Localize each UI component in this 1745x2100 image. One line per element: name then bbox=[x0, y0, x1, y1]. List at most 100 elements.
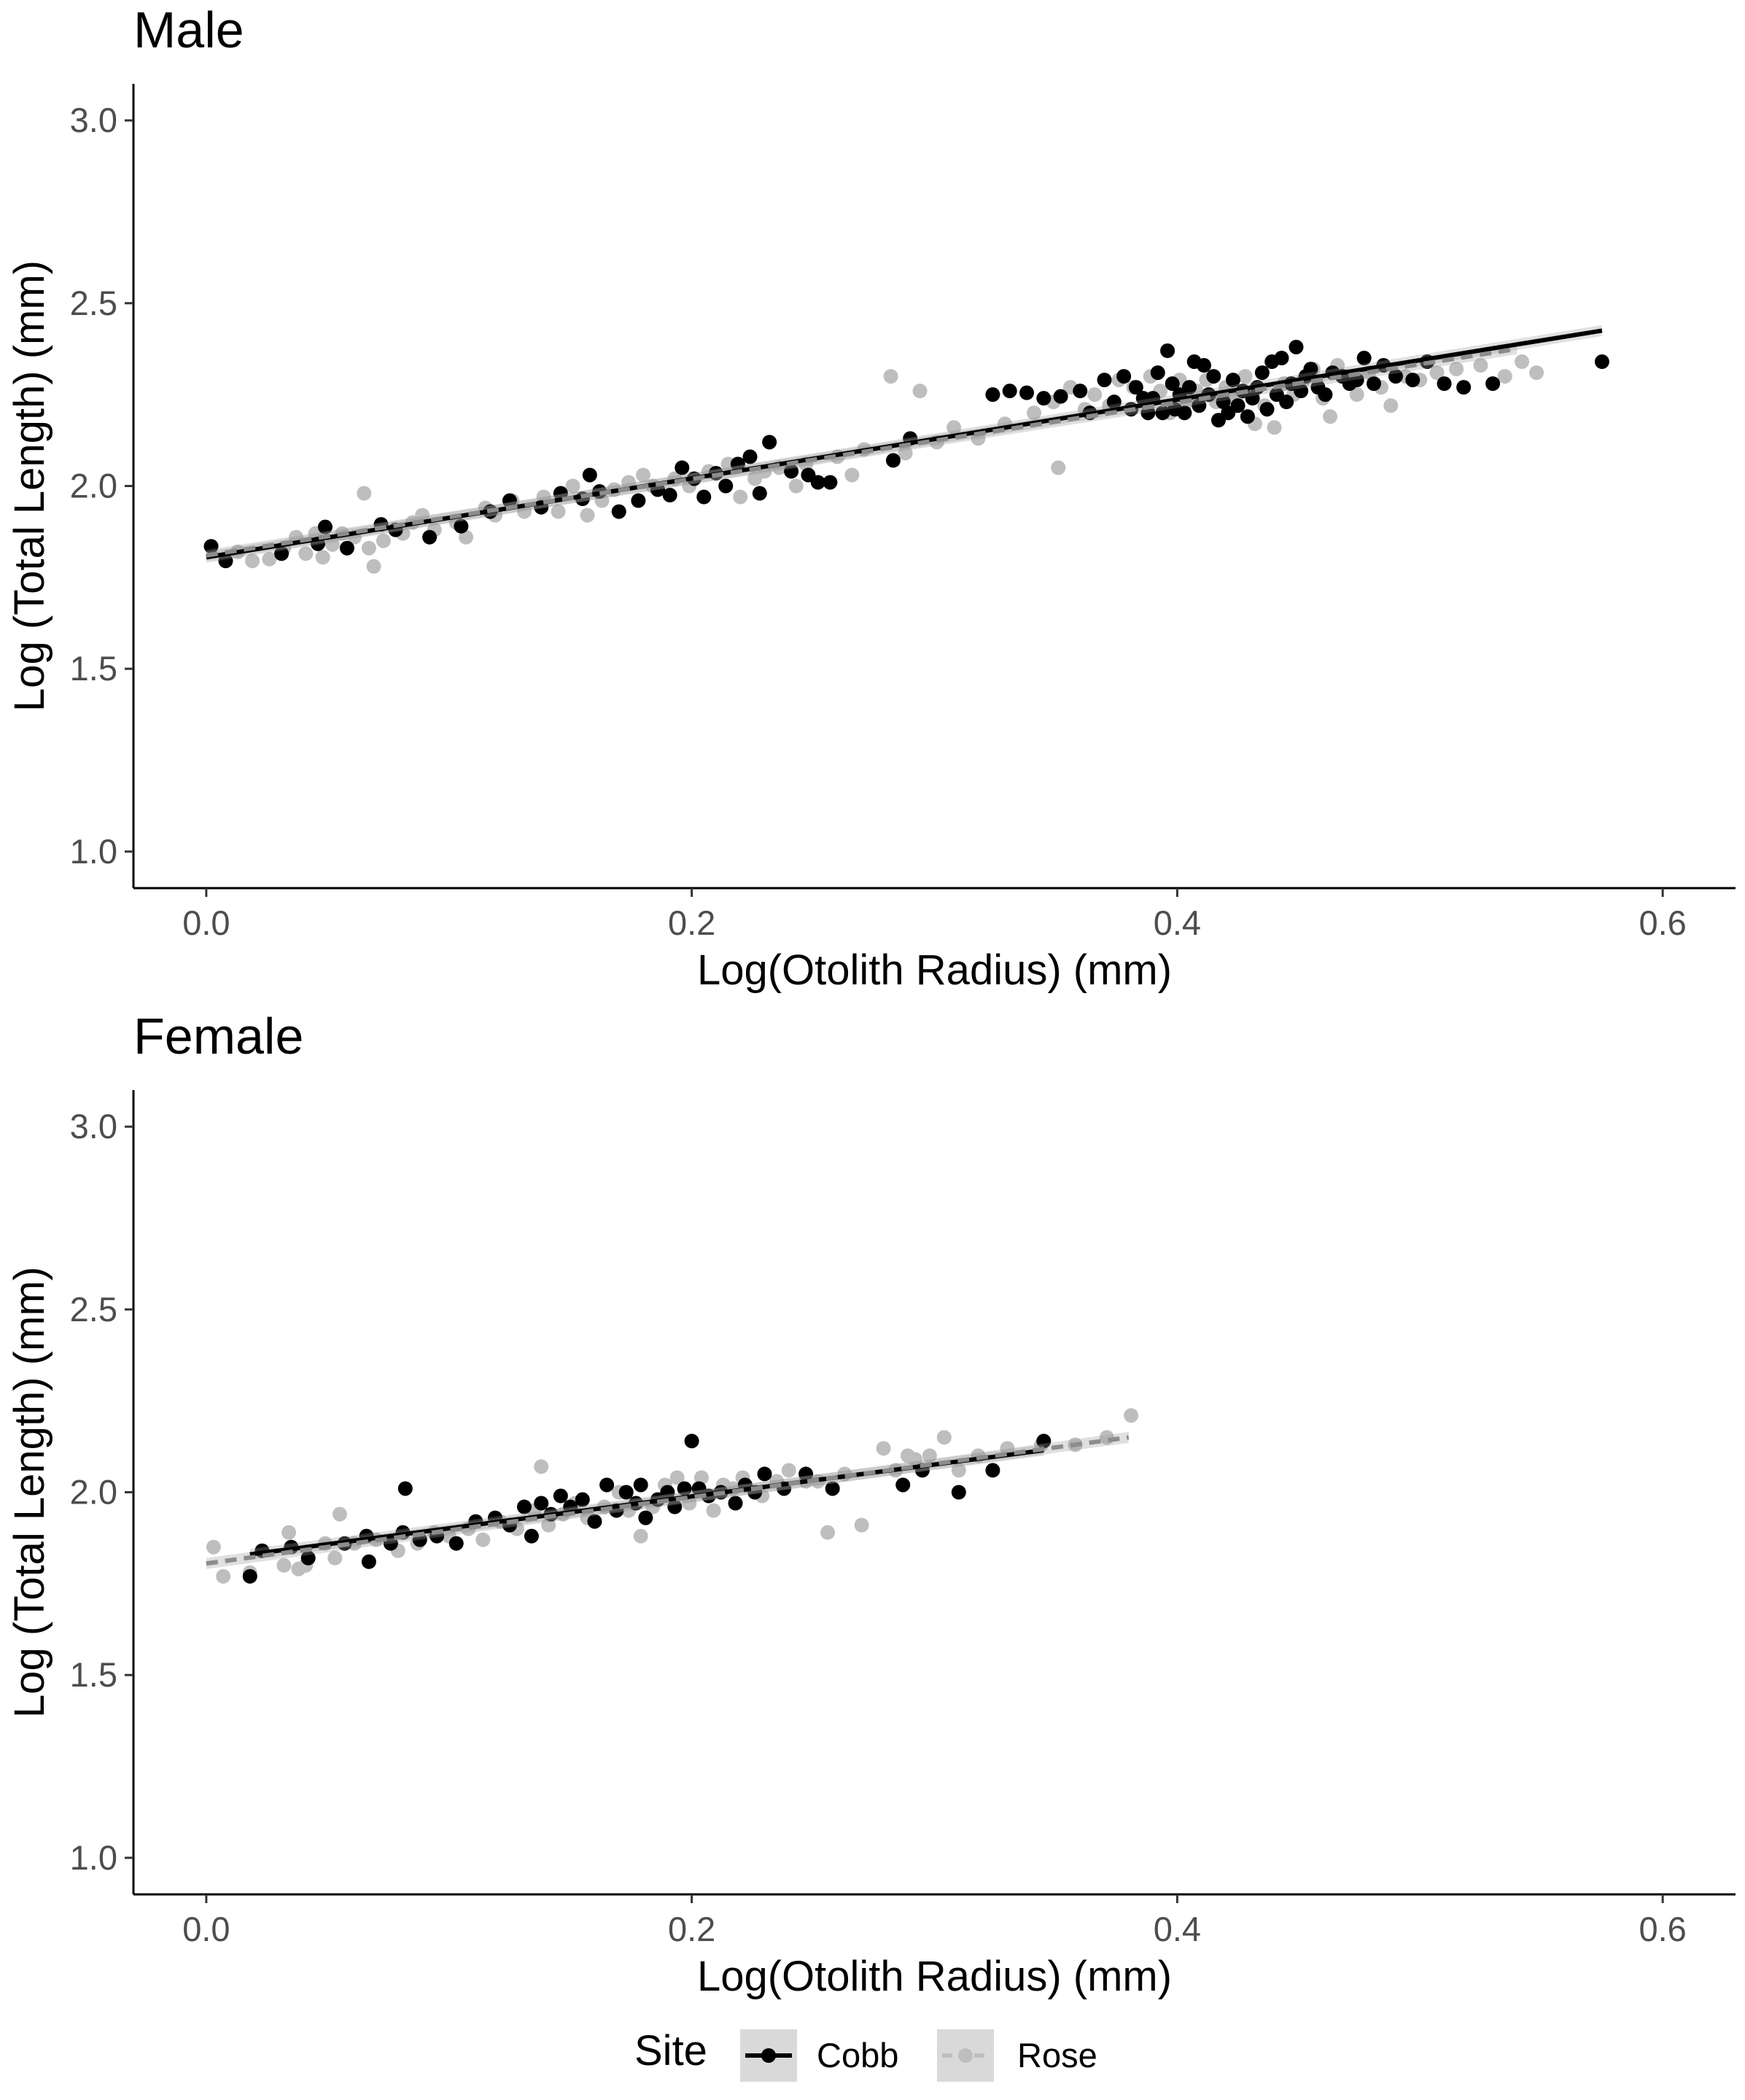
data-point-rose bbox=[1349, 387, 1364, 402]
data-point-cobb bbox=[752, 486, 767, 501]
data-point-rose bbox=[669, 1470, 685, 1485]
data-point-rose bbox=[276, 1558, 292, 1573]
data-point-rose bbox=[1449, 362, 1464, 377]
fit-line-rose bbox=[206, 346, 1517, 558]
data-point-cobb bbox=[1230, 398, 1245, 413]
legend-item-rose: Rose bbox=[937, 2029, 1097, 2082]
data-point-cobb bbox=[1002, 384, 1017, 399]
data-point-cobb bbox=[300, 1550, 316, 1566]
data-point-rose bbox=[1237, 369, 1253, 384]
data-point-rose bbox=[361, 540, 376, 556]
data-point-rose bbox=[936, 1430, 952, 1445]
y-axis-title: Log (Total Length) (mm) bbox=[6, 1267, 53, 1718]
data-point-rose bbox=[580, 508, 595, 523]
data-point-rose bbox=[1323, 409, 1338, 424]
data-point-rose bbox=[415, 508, 430, 523]
data-point-cobb bbox=[810, 475, 825, 490]
data-point-cobb bbox=[667, 1499, 683, 1514]
data-point-cobb bbox=[1225, 373, 1240, 388]
x-tick-label: 0.6 bbox=[1639, 903, 1686, 942]
data-point-cobb bbox=[1245, 391, 1260, 406]
data-point-cobb bbox=[1356, 351, 1372, 366]
data-point-cobb bbox=[1165, 376, 1180, 392]
x-axis-title: Log(Otolith Radius) (mm) bbox=[697, 946, 1172, 994]
data-point-rose bbox=[262, 551, 277, 567]
data-point-cobb bbox=[1192, 398, 1207, 413]
data-point-cobb bbox=[895, 1477, 911, 1493]
y-tick-label: 3.0 bbox=[70, 101, 117, 139]
data-point-cobb bbox=[885, 453, 901, 468]
x-tick-label: 0.0 bbox=[182, 903, 230, 942]
data-point-cobb bbox=[1196, 358, 1211, 373]
data-point-cobb bbox=[1116, 369, 1132, 384]
data-point-rose bbox=[733, 489, 748, 505]
data-point-rose bbox=[298, 546, 314, 561]
data-point-cobb bbox=[361, 1554, 376, 1569]
data-point-cobb bbox=[218, 553, 233, 569]
data-point-rose bbox=[788, 478, 804, 494]
data-point-cobb bbox=[1128, 380, 1143, 395]
data-point-cobb bbox=[718, 478, 734, 494]
data-point-rose bbox=[876, 1441, 891, 1456]
data-point-cobb bbox=[611, 504, 626, 519]
fit-line-rose bbox=[206, 1435, 1130, 1566]
data-point-cobb bbox=[1437, 376, 1452, 392]
legend-label-rose: Rose bbox=[1017, 2036, 1097, 2074]
data-point-rose bbox=[1267, 420, 1282, 435]
data-point-cobb bbox=[534, 1496, 549, 1511]
data-point-rose bbox=[216, 1568, 231, 1584]
data-point-cobb bbox=[638, 1510, 653, 1525]
data-point-rose bbox=[1473, 358, 1488, 373]
data-point-rose bbox=[898, 446, 913, 461]
panel-title: Female bbox=[133, 1008, 303, 1065]
data-point-cobb bbox=[631, 493, 646, 508]
data-point-rose bbox=[781, 1463, 796, 1478]
data-point-cobb bbox=[575, 1492, 590, 1507]
data-point-cobb bbox=[1594, 354, 1609, 370]
y-tick-label: 1.5 bbox=[70, 649, 117, 688]
data-point-cobb bbox=[1053, 389, 1068, 404]
data-point-cobb bbox=[422, 529, 438, 545]
x-tick-label: 0.4 bbox=[1154, 903, 1201, 942]
data-point-cobb bbox=[633, 1477, 648, 1493]
data-point-cobb bbox=[1274, 351, 1289, 366]
data-point-rose bbox=[1000, 1441, 1015, 1456]
y-tick-label: 2.5 bbox=[70, 284, 117, 322]
panel-female: Female 1.0 1.5 2.0 2.5 3.0 0.0 0.2 0.4 0.6 Log(Oto… bbox=[6, 1008, 1736, 2000]
data-point-cobb bbox=[524, 1528, 539, 1544]
data-point-cobb bbox=[757, 1466, 772, 1482]
data-point-cobb bbox=[618, 1485, 634, 1500]
data-point-rose bbox=[541, 1517, 556, 1533]
data-point-rose bbox=[706, 1503, 721, 1518]
data-point-cobb bbox=[1097, 373, 1112, 388]
data-point-cobb bbox=[274, 546, 289, 561]
data-point-rose bbox=[854, 1517, 869, 1533]
data-point-rose bbox=[475, 1532, 491, 1547]
data-point-cobb bbox=[339, 540, 354, 556]
data-point-rose bbox=[1051, 460, 1066, 475]
x-tick-label: 0.2 bbox=[668, 903, 715, 942]
data-point-cobb bbox=[728, 1496, 743, 1511]
data-point-cobb bbox=[242, 1568, 257, 1584]
data-point-rose bbox=[376, 533, 391, 548]
y-tick-label: 3.0 bbox=[70, 1107, 117, 1146]
data-point-cobb bbox=[1254, 365, 1270, 381]
data-point-cobb bbox=[677, 1481, 692, 1496]
x-tick-label: 0.4 bbox=[1154, 1910, 1201, 1948]
data-point-rose bbox=[1429, 365, 1445, 381]
data-point-cobb bbox=[823, 475, 838, 490]
data-point-cobb bbox=[587, 1514, 602, 1529]
data-point-rose bbox=[947, 420, 962, 435]
data-point-rose bbox=[281, 1525, 297, 1540]
data-point-cobb bbox=[1405, 373, 1421, 388]
data-point-cobb bbox=[1485, 376, 1501, 392]
data-point-rose bbox=[459, 529, 474, 545]
data-point-cobb bbox=[1073, 384, 1088, 399]
data-point-rose bbox=[565, 478, 580, 494]
data-point-cobb bbox=[1303, 362, 1318, 377]
data-point-rose bbox=[1026, 405, 1041, 421]
data-point-cobb bbox=[675, 460, 690, 475]
legend-label-cobb: Cobb bbox=[817, 2036, 898, 2074]
x-tick-label: 0.2 bbox=[668, 1910, 715, 1948]
legend-item-cobb: Cobb bbox=[740, 2029, 898, 2082]
